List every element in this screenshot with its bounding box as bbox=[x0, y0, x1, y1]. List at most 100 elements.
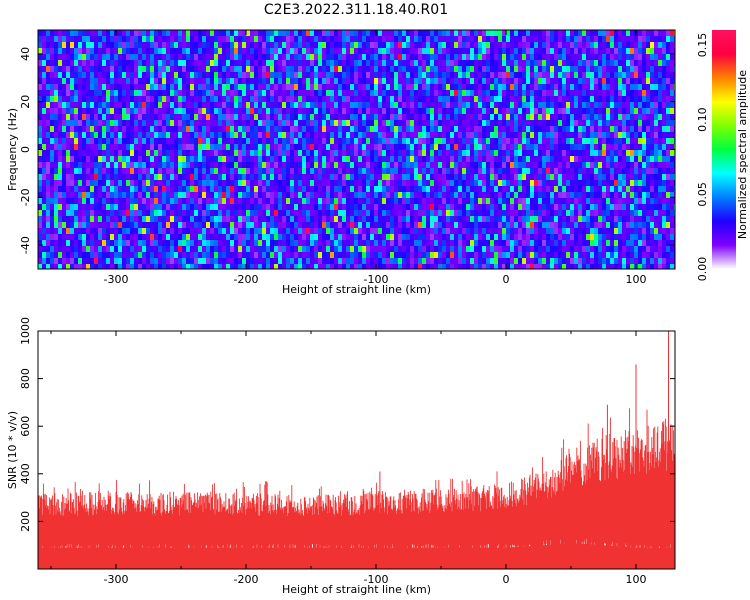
heatmap-cell bbox=[250, 210, 255, 217]
heatmap-cell bbox=[454, 66, 459, 73]
heatmap-cell bbox=[66, 198, 71, 205]
heatmap-cell bbox=[606, 198, 611, 205]
heatmap-cell bbox=[198, 72, 203, 79]
heatmap-cell bbox=[514, 72, 519, 79]
heatmap-cell bbox=[90, 72, 95, 79]
heatmap-cell bbox=[490, 138, 495, 145]
heatmap-cell bbox=[158, 90, 163, 97]
heatmap-cell bbox=[530, 138, 535, 145]
heatmap-cell bbox=[606, 126, 611, 133]
heatmap-cell bbox=[250, 192, 255, 199]
heatmap-cell bbox=[138, 156, 143, 163]
heatmap-cell bbox=[554, 60, 559, 67]
heatmap-cell bbox=[394, 132, 399, 139]
heatmap-cell bbox=[454, 96, 459, 103]
heatmap-cell bbox=[538, 198, 543, 205]
heatmap-cell bbox=[514, 54, 519, 61]
heatmap-cell bbox=[662, 96, 667, 103]
heatmap-cell bbox=[562, 42, 567, 49]
heatmap-cell bbox=[570, 84, 575, 91]
heatmap-cell bbox=[650, 102, 655, 109]
heatmap-cell bbox=[518, 138, 523, 145]
heatmap-cell bbox=[490, 120, 495, 127]
heatmap-cell bbox=[62, 30, 67, 37]
heatmap-cell bbox=[294, 168, 299, 175]
heatmap-cell bbox=[310, 78, 315, 85]
heatmap-cell bbox=[570, 54, 575, 61]
heatmap-cell bbox=[610, 72, 615, 79]
heatmap-cell bbox=[282, 168, 287, 175]
heatmap-cell bbox=[70, 168, 75, 175]
heatmap-cell bbox=[490, 48, 495, 55]
heatmap-cell bbox=[438, 54, 443, 61]
heatmap-cell bbox=[658, 150, 663, 157]
heatmap-cell bbox=[398, 60, 403, 67]
heatmap-cell bbox=[50, 60, 55, 67]
heatmap-cell bbox=[158, 30, 163, 37]
heatmap-cell bbox=[378, 114, 383, 121]
heatmap-cell bbox=[250, 162, 255, 169]
heatmap-cell bbox=[658, 60, 663, 67]
heatmap-cell bbox=[622, 72, 627, 79]
heatmap-cell bbox=[390, 72, 395, 79]
heatmap-cell bbox=[602, 30, 607, 37]
heatmap-cell bbox=[502, 150, 507, 157]
heatmap-cell bbox=[290, 156, 295, 163]
heatmap-cell bbox=[234, 102, 239, 109]
heatmap-cell bbox=[618, 150, 623, 157]
heatmap-cell bbox=[234, 90, 239, 97]
heatmap-cell bbox=[334, 204, 339, 211]
heatmap-cell bbox=[274, 72, 279, 79]
heatmap-cell bbox=[338, 162, 343, 169]
heatmap-cell bbox=[370, 108, 375, 115]
heatmap-cell bbox=[218, 162, 223, 169]
heatmap-cell bbox=[346, 126, 351, 133]
heatmap-cell bbox=[90, 186, 95, 193]
heatmap-cell bbox=[414, 126, 419, 133]
heatmap-cell bbox=[286, 120, 291, 127]
heatmap-cell bbox=[250, 42, 255, 49]
heatmap-cell bbox=[154, 72, 159, 79]
heatmap-cell bbox=[514, 144, 519, 151]
heatmap-cell bbox=[298, 66, 303, 73]
heatmap-cell bbox=[246, 90, 251, 97]
heatmap-cell bbox=[90, 180, 95, 187]
heatmap-cell bbox=[494, 144, 499, 151]
heatmap-cell bbox=[58, 150, 63, 157]
heatmap-cell bbox=[498, 120, 503, 127]
heatmap-cell bbox=[262, 174, 267, 181]
heatmap-cell bbox=[426, 210, 431, 217]
heatmap-cell bbox=[442, 54, 447, 61]
heatmap-cell bbox=[58, 36, 63, 43]
heatmap-cell bbox=[578, 48, 583, 55]
heatmap-cell bbox=[482, 132, 487, 139]
heatmap-cell bbox=[130, 90, 135, 97]
heatmap-cell bbox=[138, 108, 143, 115]
heatmap-cell bbox=[354, 180, 359, 187]
heatmap-cell bbox=[138, 114, 143, 121]
heatmap-cell bbox=[582, 108, 587, 115]
heatmap-cell bbox=[62, 66, 67, 73]
heatmap-cell bbox=[270, 132, 275, 139]
heatmap-cell bbox=[630, 180, 635, 187]
heatmap-cell bbox=[46, 66, 51, 73]
heatmap-cell bbox=[270, 168, 275, 175]
heatmap-cell bbox=[202, 84, 207, 91]
heatmap-cell bbox=[558, 210, 563, 217]
heatmap-cell bbox=[530, 162, 535, 169]
heatmap-cell bbox=[194, 198, 199, 205]
heatmap-cell bbox=[234, 60, 239, 67]
heatmap-cell bbox=[114, 102, 119, 109]
heatmap-cell bbox=[566, 114, 571, 121]
heatmap-cell bbox=[342, 84, 347, 91]
heatmap-cell bbox=[74, 96, 79, 103]
heatmap-cell bbox=[350, 102, 355, 109]
heatmap-cell bbox=[494, 72, 499, 79]
heatmap-cell bbox=[526, 96, 531, 103]
heatmap-cell bbox=[270, 162, 275, 169]
heatmap-cell bbox=[94, 204, 99, 211]
heatmap-cell bbox=[70, 198, 75, 205]
heatmap-cell bbox=[182, 84, 187, 91]
heatmap-cell bbox=[594, 186, 599, 193]
heatmap-cell bbox=[446, 60, 451, 67]
